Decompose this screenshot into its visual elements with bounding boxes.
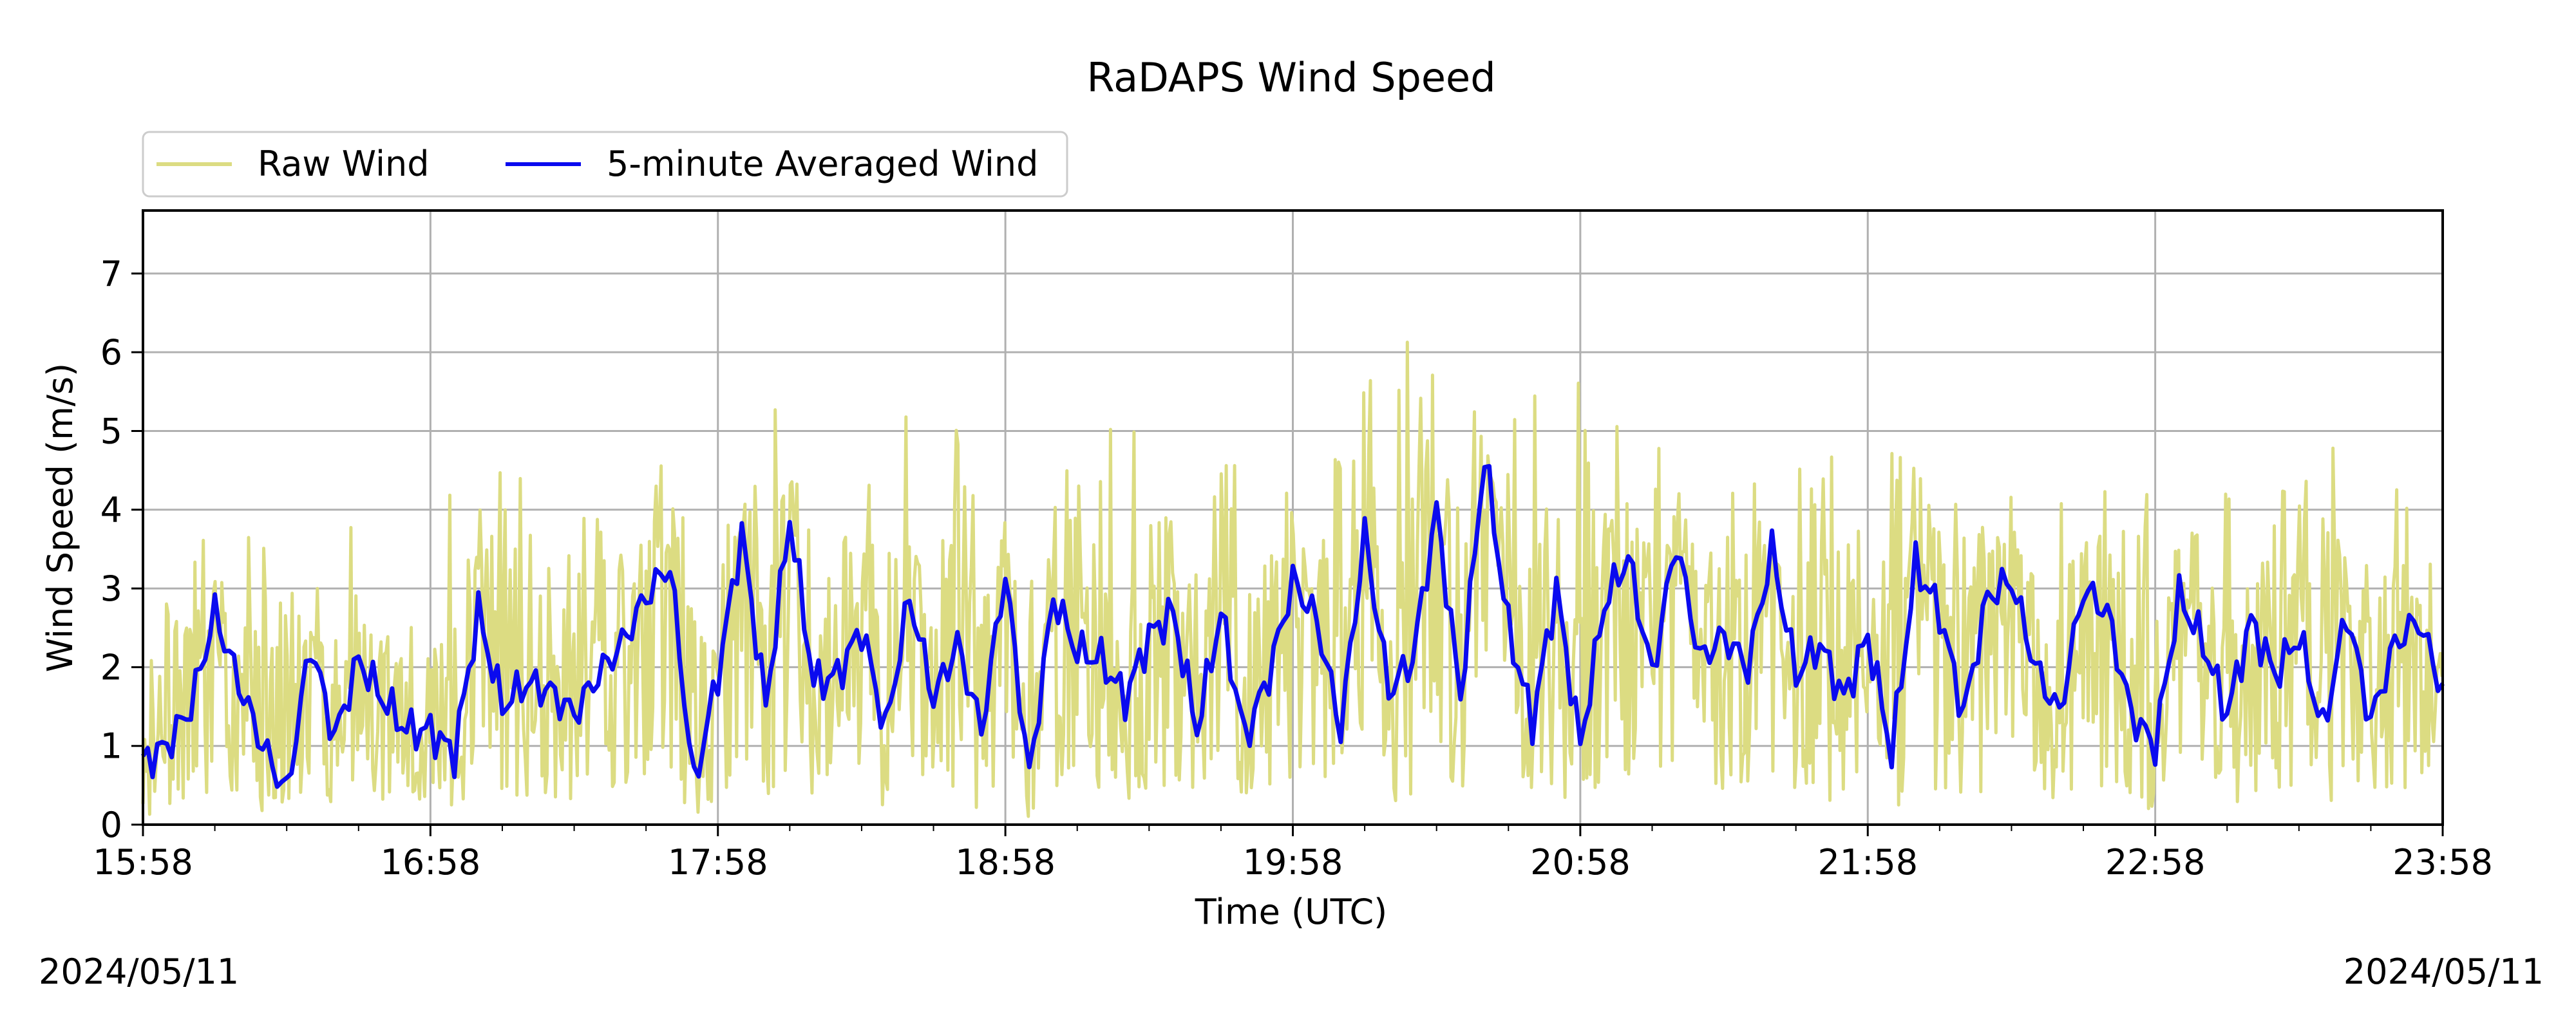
x-tick-label: 16:58 xyxy=(381,842,481,883)
x-tick-label: 22:58 xyxy=(2105,842,2206,883)
y-tick-label: 5 xyxy=(100,411,122,451)
legend: Raw Wind 5-minute Averaged Wind xyxy=(142,131,1068,198)
x-axis-label: Time (UTC) xyxy=(1195,892,1388,932)
x-tick-label: 23:58 xyxy=(2392,842,2493,883)
y-tick-label: 0 xyxy=(100,805,122,845)
date-left: 2024/05/11 xyxy=(39,951,239,992)
x-tick-label: 18:58 xyxy=(955,842,1056,883)
raw-wind-layer xyxy=(141,341,2444,818)
x-tick-label: 17:58 xyxy=(668,842,768,883)
x-tick-label: 15:58 xyxy=(93,842,193,883)
y-tick-label: 1 xyxy=(100,726,122,767)
legend-label-averaged-wind: 5-minute Averaged Wind xyxy=(607,144,1038,184)
x-tick-label: 19:58 xyxy=(1243,842,1343,883)
x-tick-label: 21:58 xyxy=(1817,842,1918,883)
averaged-wind-line xyxy=(141,464,2445,789)
y-tick-label: 6 xyxy=(100,332,122,373)
legend-label-raw-wind: Raw Wind xyxy=(258,144,429,184)
legend-box xyxy=(142,131,1068,198)
axis-ticks: 15:58 16:58 17:58 18:58 19:58 20:58 21:58 22:58… xyxy=(93,254,2493,883)
y-tick-label: 7 xyxy=(100,254,122,294)
averaged-wind-layer xyxy=(141,464,2445,789)
y-tick-label: 2 xyxy=(100,647,122,688)
date-right: 2024/05/11 xyxy=(2344,951,2544,992)
raw-wind-line xyxy=(141,341,2444,818)
y-axis-label: Wind Speed (m/s) xyxy=(40,363,80,672)
chart-title: RaDAPS Wind Speed xyxy=(1086,54,1495,101)
x-tick-label: 20:58 xyxy=(1530,842,1631,883)
y-tick-label: 3 xyxy=(100,568,122,609)
y-tick-label: 4 xyxy=(100,490,122,530)
